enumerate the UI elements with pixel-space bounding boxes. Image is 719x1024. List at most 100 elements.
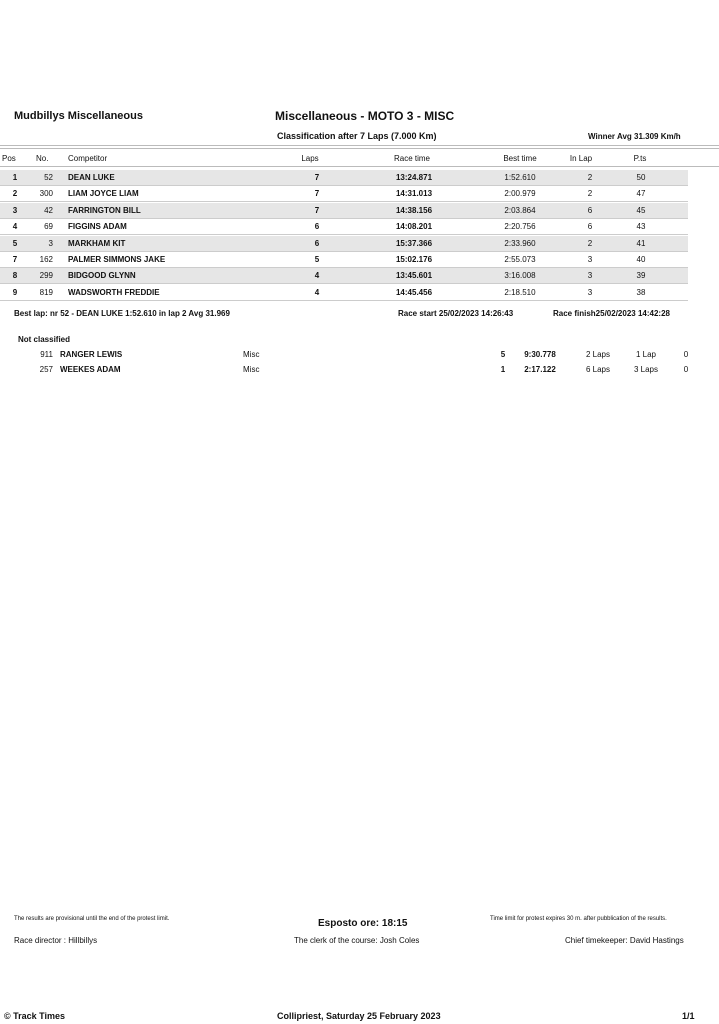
- copyright: © Track Times: [4, 1011, 66, 1021]
- cell-competitor: PALMER SIMMONS JAKE: [68, 255, 166, 264]
- page-number: 1/1: [682, 1011, 695, 1021]
- cell-c3: 0: [683, 350, 689, 359]
- organizer: Mudbillys Miscellaneous: [14, 110, 143, 122]
- cell-pos: 1: [12, 173, 18, 182]
- cell-laps: 6: [314, 222, 320, 232]
- cell-time: 9:30.778: [524, 350, 556, 359]
- cell-race-time: 14:31.013: [395, 189, 433, 199]
- cell-c1: 6 Laps: [585, 365, 611, 374]
- cell-pos: 4: [12, 222, 18, 232]
- cell-in-lap: 2: [587, 189, 593, 199]
- cell-no: 257: [39, 365, 53, 374]
- cell-best-time: 2:18.510: [504, 287, 536, 297]
- cell-laps: 4: [314, 287, 320, 297]
- cell-competitor: WADSWORTH FREDDIE: [68, 287, 160, 297]
- cell-in-lap: 3: [587, 287, 593, 297]
- cell-no: 42: [44, 205, 53, 215]
- event-title: Miscellaneous - MOTO 3 - MISC: [275, 109, 455, 123]
- cell-no: 69: [44, 222, 53, 232]
- cell-pos: 7: [12, 255, 18, 264]
- cell-c2: 3 Laps: [633, 365, 659, 374]
- cell-no: 911: [40, 350, 53, 359]
- cell-pts: 50: [636, 173, 646, 182]
- cell-pts: 47: [636, 189, 646, 199]
- cell-competitor: DEAN LUKE: [68, 173, 115, 182]
- cell-competitor: FARRINGTON BILL: [68, 205, 141, 215]
- cell-in-lap: 6: [587, 222, 593, 232]
- cell-no: 300: [39, 189, 53, 199]
- col-laps: Laps: [301, 154, 319, 163]
- cell-pts: 39: [636, 271, 646, 281]
- cell-laps: 6: [314, 238, 320, 248]
- cell-class: Misc: [243, 365, 260, 374]
- cell-pos: 9: [12, 287, 18, 297]
- col-pos: Pos: [2, 154, 16, 163]
- cell-pts: 40: [636, 255, 646, 264]
- cell-in-lap: 2: [587, 173, 593, 182]
- cell-in-lap: 3: [587, 271, 593, 281]
- cell-best-time: 1:52.610: [504, 173, 536, 182]
- col-in-lap: In Lap: [569, 154, 593, 163]
- cell-laps: 5: [314, 255, 320, 264]
- provisional-note: The results are provisional until the en…: [14, 916, 170, 922]
- cell-race-time: 13:24.871: [395, 173, 433, 182]
- cell-no: 52: [44, 173, 53, 182]
- cell-competitor: WEEKES ADAM: [60, 365, 121, 374]
- cell-competitor: LIAM JOYCE LIAM: [68, 189, 139, 199]
- not-classified-row: 257 WEEKES ADAM Misc 1 2:17.122 6 Laps 3 Laps 0: [0, 363, 719, 378]
- not-classified-row: 911 RANGER LEWIS Misc 5 9:30.778 2 Laps 1 Lap 0: [0, 348, 719, 363]
- cell-best-time: 2:20.756: [504, 222, 536, 232]
- table-header: Pos No. Competitor Laps Race time Best t…: [0, 154, 719, 167]
- col-best-time: Best time: [503, 154, 537, 163]
- table-row: 7 162 PALMER SIMMONS JAKE 5 15:02.176 2:55.07…: [0, 252, 688, 268]
- col-no: No.: [36, 154, 49, 163]
- cell-race-time: 14:08.201: [395, 222, 433, 232]
- cell-in-lap: 3: [587, 255, 593, 264]
- cell-race-time: 15:37.366: [395, 238, 433, 248]
- table-row: 4 69 FIGGINS ADAM 6 14:08.201 2:20.756 6 43: [0, 219, 688, 236]
- cell-race-time: 15:02.176: [395, 255, 433, 264]
- protest-note: Time limit for protest expires 30 m. aft…: [490, 916, 667, 922]
- cell-laps: 5: [500, 350, 506, 359]
- cell-pts: 41: [636, 238, 646, 248]
- winner-avg: Winner Avg 31.309 Km/h: [588, 132, 681, 141]
- cell-best-time: 2:33.960: [504, 238, 536, 248]
- cell-no: 299: [39, 271, 53, 281]
- cell-pos: 5: [12, 238, 18, 248]
- cell-time: 2:17.122: [524, 365, 556, 374]
- race-finish: Race finish25/02/2023 14:42:28: [553, 309, 670, 318]
- cell-pos: 2: [12, 189, 18, 199]
- table-row: 2 300 LIAM JOYCE LIAM 7 14:31.013 2:00.979 2 47: [0, 186, 688, 203]
- cell-race-time: 14:38.156: [395, 205, 433, 215]
- col-race-time: Race time: [393, 154, 431, 163]
- posted-time: Esposto ore: 18:15: [318, 918, 408, 929]
- chief-timekeeper: Chief timekeeper: David Hastings: [565, 936, 684, 945]
- col-pts: P.ts: [633, 154, 647, 163]
- cell-pts: 43: [636, 222, 646, 232]
- race-start: Race start 25/02/2023 14:26:43: [398, 309, 514, 318]
- cell-pts: 45: [636, 205, 646, 215]
- cell-laps: 7: [314, 173, 320, 182]
- cell-race-time: 14:45.456: [395, 287, 433, 297]
- cell-pos: 3: [12, 205, 18, 215]
- cell-laps: 7: [314, 189, 320, 199]
- place-date: Collipriest, Saturday 25 February 2023: [277, 1011, 441, 1021]
- best-lap: Best lap: nr 52 - DEAN LUKE 1:52.610 in …: [14, 309, 230, 318]
- cell-no: 3: [48, 238, 53, 248]
- cell-no: 819: [39, 287, 53, 297]
- table-row: 3 42 FARRINGTON BILL 7 14:38.156 2:03.864 6 45: [0, 202, 688, 219]
- cell-in-lap: 2: [587, 238, 593, 248]
- cell-c2: 1 Lap: [635, 350, 657, 359]
- cell-pts: 38: [636, 287, 646, 297]
- cell-in-lap: 6: [587, 205, 593, 215]
- table-row: 9 819 WADSWORTH FREDDIE 4 14:45.456 2:18.510 3…: [0, 285, 688, 301]
- cell-no: 162: [39, 255, 53, 264]
- classification-subtitle: Classification after 7 Laps (7.000 Km): [277, 131, 437, 141]
- cell-c1: 2 Laps: [585, 350, 611, 359]
- cell-competitor: BIDGOOD GLYNN: [68, 271, 136, 281]
- not-classified-title: Not classified: [18, 335, 71, 344]
- cell-best-time: 3:16.008: [504, 271, 536, 281]
- cell-laps: 4: [314, 271, 320, 281]
- cell-best-time: 2:55.073: [504, 255, 536, 264]
